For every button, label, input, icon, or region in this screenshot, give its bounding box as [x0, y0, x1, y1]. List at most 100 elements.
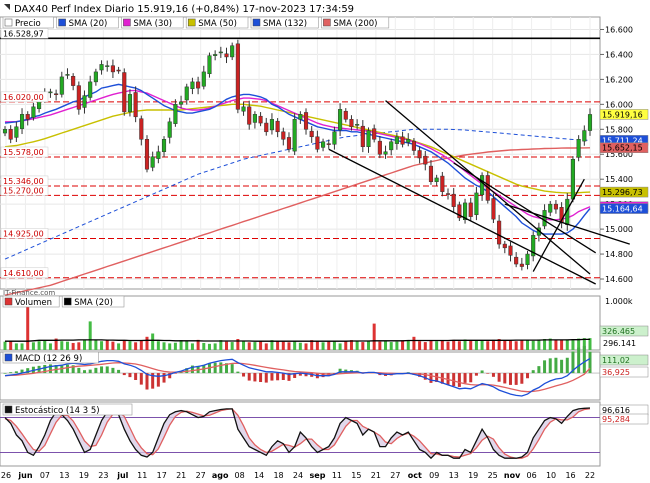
volume-bar	[480, 340, 484, 350]
candle-body	[196, 81, 201, 89]
volume-bar	[242, 341, 246, 350]
volume-bar	[287, 342, 291, 350]
level-label-box	[0, 146, 49, 158]
macd-histogram-bar	[71, 365, 75, 374]
candle-body	[582, 130, 587, 142]
macd-histogram-bar	[429, 373, 433, 383]
volume-bar	[168, 343, 172, 350]
candle-body	[303, 112, 309, 130]
macd-histogram-bar	[565, 357, 569, 374]
volume-bar	[327, 341, 331, 350]
candle-body	[48, 91, 53, 94]
candle-body	[281, 131, 286, 140]
volume-bar	[94, 340, 98, 350]
macd-signal-label: 36,925	[599, 366, 649, 378]
macd-histogram-bar	[162, 373, 166, 383]
volume-bar	[418, 341, 422, 350]
candle-body	[462, 202, 468, 221]
macd-histogram-bar	[253, 373, 257, 382]
macd-histogram-bar	[3, 373, 7, 374]
legend-label: SMA (50)	[198, 19, 237, 29]
price-tick-label: 16.000	[605, 100, 633, 109]
legend-item: SMA (50)	[185, 16, 249, 29]
volume-value-box	[599, 325, 649, 337]
candle-body	[411, 140, 416, 151]
volume-bar	[582, 338, 586, 350]
price-tick-label: 16.200	[605, 75, 633, 84]
macd-histogram-bar	[560, 359, 564, 374]
macd-histogram-bar	[520, 373, 524, 384]
channel-line	[453, 162, 597, 254]
volume-bar	[151, 333, 155, 350]
macd-histogram-bar	[43, 364, 47, 374]
volume-bars	[3, 306, 592, 350]
candle-body	[474, 192, 479, 216]
macd-histogram-bar	[508, 373, 512, 385]
macd-histogram-bar	[338, 368, 342, 374]
candle-body	[269, 119, 274, 131]
x-tick-label: 25	[488, 471, 498, 480]
macd-histogram-bar	[276, 373, 280, 381]
candle-body	[65, 74, 70, 76]
candle-body	[179, 101, 184, 105]
expand-icon[interactable]	[4, 4, 10, 10]
volume-bar	[355, 341, 359, 350]
candle-body	[235, 43, 240, 110]
macd-signal-line	[4, 362, 591, 393]
x-tick-label: 10	[546, 471, 556, 480]
macd-histogram-bar	[281, 373, 285, 380]
channel-line	[504, 203, 630, 245]
candle-body	[190, 81, 195, 89]
volume-bar	[270, 340, 274, 350]
volume-bar	[185, 341, 189, 350]
level-label-text: 15.578,00	[3, 148, 44, 157]
level-label-text: 14.925,00	[3, 229, 44, 238]
macd-histogram-bar	[270, 373, 274, 381]
price-tick-label: 16.400	[605, 50, 633, 59]
volume-bar	[298, 342, 302, 350]
candle-body	[497, 220, 502, 245]
macd-histogram-bar	[537, 366, 541, 374]
macd-value-box	[599, 354, 649, 366]
candle-body	[343, 110, 348, 120]
macd-histogram-bar	[264, 373, 268, 383]
macd-histogram-bar	[469, 373, 473, 383]
volume-bar	[577, 338, 581, 350]
candle-body	[161, 139, 167, 153]
x-tick-label: 13	[449, 471, 459, 480]
legend-swatch	[252, 18, 261, 27]
legend-swatch	[58, 18, 66, 27]
candle-body	[519, 263, 524, 267]
sma20-line	[4, 83, 591, 235]
macd-histogram-bar	[293, 373, 297, 378]
macd-histogram-bar	[582, 345, 586, 374]
macd-histogram-bar	[526, 373, 530, 379]
macd-histogram-bar	[14, 371, 18, 374]
legend-box	[2, 403, 133, 416]
volume-bar	[60, 341, 64, 350]
volume-bar	[43, 340, 47, 350]
level-label-text: 14.610,00	[3, 269, 44, 278]
legend-swatch	[123, 18, 131, 27]
x-tick-label: 26	[1, 471, 11, 480]
candle-body	[531, 235, 536, 257]
macd-histogram-bar	[423, 373, 427, 380]
stoch-d-line	[4, 408, 591, 459]
volume-bar	[457, 341, 461, 350]
macd-value-text: 111,02	[602, 356, 630, 365]
macd-histogram-bar	[480, 370, 484, 374]
volume-bar	[48, 343, 52, 350]
volume-bar	[54, 338, 58, 350]
x-tick-label: 09	[429, 471, 439, 480]
price-tick-label: 15.000	[605, 225, 633, 234]
candle-body	[122, 72, 127, 113]
candle-body	[88, 81, 93, 98]
volume-bar	[543, 339, 547, 350]
macd-histogram-bar	[48, 364, 52, 374]
volume-bar	[77, 342, 81, 350]
x-tick-label: 08	[235, 471, 245, 480]
macd-histogram-bar	[88, 369, 92, 374]
candle-body	[423, 155, 428, 165]
candle-body	[389, 141, 394, 151]
